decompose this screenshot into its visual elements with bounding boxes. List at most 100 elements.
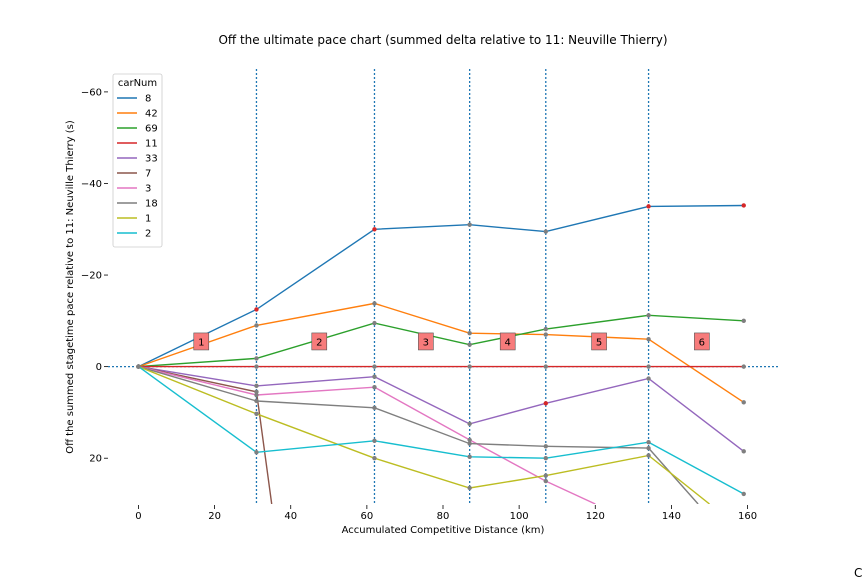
data-point <box>467 222 472 227</box>
stage-label: 1 <box>198 337 204 348</box>
data-point <box>543 364 548 369</box>
stage-label-box <box>418 332 434 351</box>
stage-label-box <box>193 332 210 351</box>
data-point <box>254 383 259 389</box>
stage-label-box <box>311 332 328 351</box>
data-point <box>372 456 377 461</box>
series-line-7 <box>138 365 273 504</box>
data-point <box>254 389 259 395</box>
y-tick-label: 0 <box>96 362 102 373</box>
data-point <box>646 453 651 458</box>
stage-labels: 1 2 3 4 5 6 <box>193 332 710 351</box>
legend-entry-11: 11 <box>145 139 158 150</box>
series-line-42 <box>138 302 745 403</box>
data-point <box>372 405 377 411</box>
data-point <box>741 400 746 405</box>
legend: carNum 8 42 69 11 33 7 3 18 1 2 <box>112 73 163 248</box>
data-point <box>543 444 548 449</box>
stage-label: 4 <box>505 337 511 348</box>
x-tick-label: 160 <box>738 511 757 522</box>
series-line-3 <box>138 365 596 504</box>
data-point <box>372 301 377 306</box>
data-point <box>646 336 651 342</box>
series-lines <box>136 203 746 504</box>
data-point <box>543 229 548 234</box>
data-point <box>254 411 259 416</box>
data-point <box>543 473 548 478</box>
x-tick-label: 120 <box>586 511 605 522</box>
legend-entry-8: 8 <box>145 94 151 105</box>
legend-entry-33: 33 <box>145 154 158 165</box>
x-tick-label: 60 <box>360 511 373 522</box>
stage-boundary-lines <box>108 69 778 504</box>
stage-label: 3 <box>423 337 429 348</box>
data-point <box>136 364 141 369</box>
data-point <box>467 485 472 491</box>
y-tick-label: −60 <box>81 87 102 98</box>
x-tick-label: 100 <box>510 511 529 522</box>
data-point <box>741 449 746 454</box>
data-point <box>646 376 651 381</box>
axis-ticks: 0 20 40 60 80 100 120 140 160 −60 −40 −20 0 20 <box>81 87 757 522</box>
legend-entry-18: 18 <box>145 199 158 210</box>
y-tick-label: −20 <box>81 271 102 282</box>
legend-entry-1: 1 <box>145 214 151 225</box>
legend-entry-42: 42 <box>145 109 158 120</box>
stage-label-box <box>591 332 607 351</box>
data-point <box>741 203 746 208</box>
legend-title: carNum <box>118 78 157 89</box>
data-point <box>254 450 259 455</box>
y-tick-label: 20 <box>89 454 102 465</box>
series-line-33 <box>138 365 745 452</box>
x-tick-label: 0 <box>135 511 141 522</box>
data-point <box>741 364 746 369</box>
data-point <box>372 385 377 390</box>
data-point <box>254 398 259 404</box>
x-tick-label: 40 <box>284 511 297 522</box>
data-point <box>646 313 651 318</box>
data-point <box>372 438 377 444</box>
data-point <box>254 323 259 328</box>
data-point <box>741 491 746 497</box>
y-axis-label: Off the summed stagetime pace relative t… <box>65 120 76 454</box>
data-point <box>467 364 472 369</box>
data-point <box>254 364 259 369</box>
data-point <box>543 332 548 337</box>
x-axis-label: Accumulated Competitive Distance (km) <box>342 525 545 536</box>
data-point <box>372 364 377 369</box>
data-point <box>646 204 651 209</box>
data-point <box>543 478 548 484</box>
data-point <box>646 364 651 369</box>
data-point <box>543 456 548 461</box>
data-point <box>467 441 472 446</box>
data-point <box>467 421 472 427</box>
data-point <box>372 227 377 232</box>
legend-entry-3: 3 <box>145 184 151 195</box>
data-point <box>646 445 651 451</box>
data-point <box>741 318 746 324</box>
stage-label: 5 <box>596 337 602 348</box>
data-point <box>646 439 651 445</box>
x-tick-label: 80 <box>437 511 450 522</box>
data-point <box>467 437 472 443</box>
y-tick-label: −40 <box>81 179 102 190</box>
legend-entry-7: 7 <box>145 169 151 180</box>
data-point <box>372 374 377 379</box>
stage-label-box <box>499 332 516 351</box>
data-point <box>467 342 472 347</box>
x-tick-label: 20 <box>208 511 221 522</box>
data-point <box>254 307 259 312</box>
data-point <box>254 392 259 398</box>
chart-title: Off the ultimate pace chart (summed delt… <box>218 33 667 47</box>
stage-label: 2 <box>316 337 322 348</box>
data-point <box>543 326 548 332</box>
stage-label: 6 <box>699 337 705 348</box>
corner-glyph: C <box>854 566 863 580</box>
stage-label-box <box>694 332 710 351</box>
data-point <box>543 401 548 406</box>
x-tick-label: 140 <box>662 511 681 522</box>
legend-entry-2: 2 <box>145 229 151 240</box>
data-point <box>467 331 472 336</box>
data-point <box>467 454 472 460</box>
